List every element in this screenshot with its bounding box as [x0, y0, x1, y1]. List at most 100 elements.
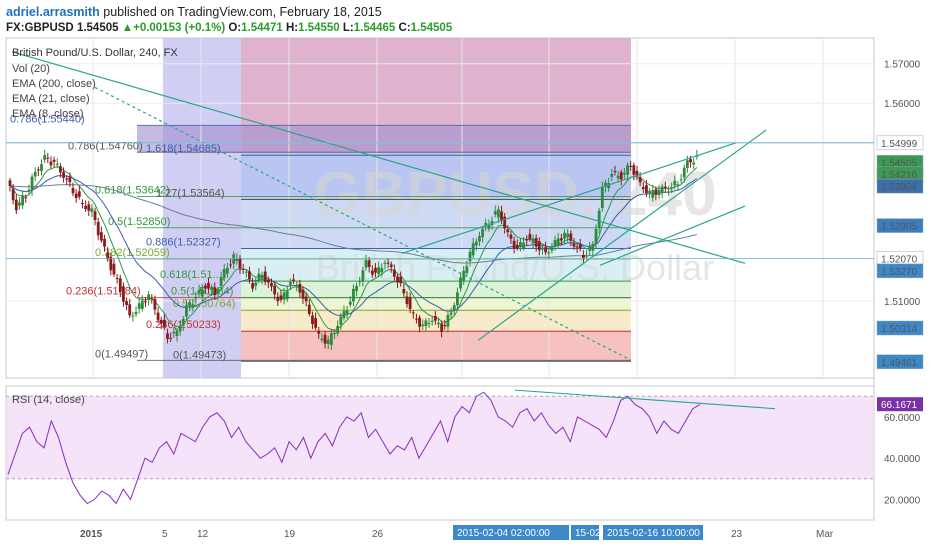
candle-body	[537, 241, 541, 251]
candle-body	[484, 223, 488, 227]
candle-body	[62, 171, 65, 178]
candle-body	[654, 189, 658, 195]
candle-body	[235, 258, 239, 261]
candle-body	[159, 319, 163, 324]
candle-body	[93, 211, 97, 220]
candle-body	[635, 170, 639, 176]
fib-label-left: 0.382(1.52059)	[95, 247, 170, 259]
candle-body	[84, 205, 88, 210]
candle-body	[374, 267, 377, 273]
time-tick-label: 23	[731, 529, 743, 540]
candle-body	[329, 333, 333, 345]
candle-body	[418, 317, 421, 327]
candle-body	[506, 229, 510, 233]
candle-body	[471, 243, 475, 256]
candle-body	[342, 311, 346, 319]
ema-8-line	[9, 166, 698, 331]
candle-body	[257, 273, 261, 280]
candle-body	[266, 279, 270, 283]
candle-body	[437, 322, 440, 325]
candle-body	[150, 298, 154, 300]
candle-body	[572, 243, 576, 247]
candle-body	[531, 238, 535, 244]
candle-body	[367, 260, 371, 268]
publish-line: adriel.arrasmith published on TradingVie…	[6, 4, 452, 20]
legend-item: Vol (20)	[12, 63, 50, 75]
candle-body	[626, 165, 629, 175]
candle-body	[616, 175, 620, 179]
candle-body	[663, 186, 667, 189]
fib-label-left: 0.786(1.54760)	[68, 140, 143, 152]
candle-body	[90, 208, 94, 212]
candle-body	[210, 286, 214, 291]
candle-body	[244, 271, 248, 273]
candle-body	[21, 196, 25, 206]
candle-body	[55, 163, 59, 165]
candle-body	[191, 304, 195, 308]
candle-body	[613, 171, 617, 173]
candle-body	[575, 246, 579, 248]
candle-body	[282, 292, 286, 300]
candle-body	[200, 288, 204, 297]
candle-body	[131, 315, 135, 317]
trendline-descending	[11, 51, 746, 264]
candle-body	[588, 246, 592, 251]
candle-body	[106, 252, 110, 260]
candle-body	[169, 337, 173, 339]
candle-body	[115, 278, 119, 280]
candle-body	[402, 289, 406, 294]
time-highlight	[603, 525, 703, 540]
price-axis[interactable]: 1.570001.560001.550001.510001.549991.545…	[6, 38, 924, 520]
candle-body	[333, 333, 336, 335]
close-value: 1.54505	[410, 22, 453, 34]
candle-body	[500, 211, 503, 222]
time-tick-label: Mar	[816, 529, 834, 540]
legend-item: EMA (21, close)	[12, 93, 90, 105]
candle-body	[462, 270, 466, 281]
candle-body	[49, 161, 53, 166]
candle-body	[386, 262, 390, 264]
high-value: 1.54550	[298, 22, 340, 34]
candle-body	[156, 312, 160, 320]
candle-body	[493, 211, 497, 215]
candle-body	[465, 266, 469, 273]
candle-body	[556, 238, 560, 246]
candle-body	[74, 193, 78, 199]
candle-body	[295, 285, 299, 287]
candle-body	[657, 190, 661, 195]
fib-label-right: 0.886(1.52327)	[146, 236, 221, 248]
fib-zone-blue	[241, 152, 631, 200]
rsi-divergence-line	[514, 389, 776, 410]
candle-body	[534, 238, 538, 247]
candle-body	[411, 312, 415, 314]
candle-body	[358, 281, 362, 283]
candle-body	[424, 320, 428, 327]
candle-body	[147, 294, 151, 301]
rsi-band	[6, 396, 874, 479]
trendlines[interactable]	[11, 51, 767, 361]
rsi-current-label: 66.1671	[881, 400, 918, 411]
author-link[interactable]: adriel.arrasmith	[6, 5, 100, 19]
price-badge-label: 1.50314	[881, 324, 918, 335]
candle-body	[383, 263, 387, 265]
time-highlight	[453, 525, 569, 540]
candle-body	[399, 276, 403, 284]
candle-body	[298, 283, 302, 293]
rsi-tick-label: 20.0000	[884, 495, 921, 506]
candle-body	[689, 159, 692, 163]
candle-body	[229, 264, 232, 266]
time-axis[interactable]: 20155121926291623Mar2015-02-04 02:00:001…	[6, 519, 874, 540]
candle-body	[522, 242, 525, 249]
candle-body	[122, 286, 125, 302]
candle-body	[569, 233, 573, 241]
candle-body	[81, 202, 84, 204]
candle-body	[181, 318, 185, 326]
candle-body	[251, 283, 255, 289]
candle-body	[30, 176, 34, 191]
candle-body	[260, 274, 264, 279]
candle-body	[273, 285, 277, 295]
candle-body	[415, 318, 418, 320]
candle-body	[125, 301, 128, 306]
candle-body	[59, 166, 62, 173]
